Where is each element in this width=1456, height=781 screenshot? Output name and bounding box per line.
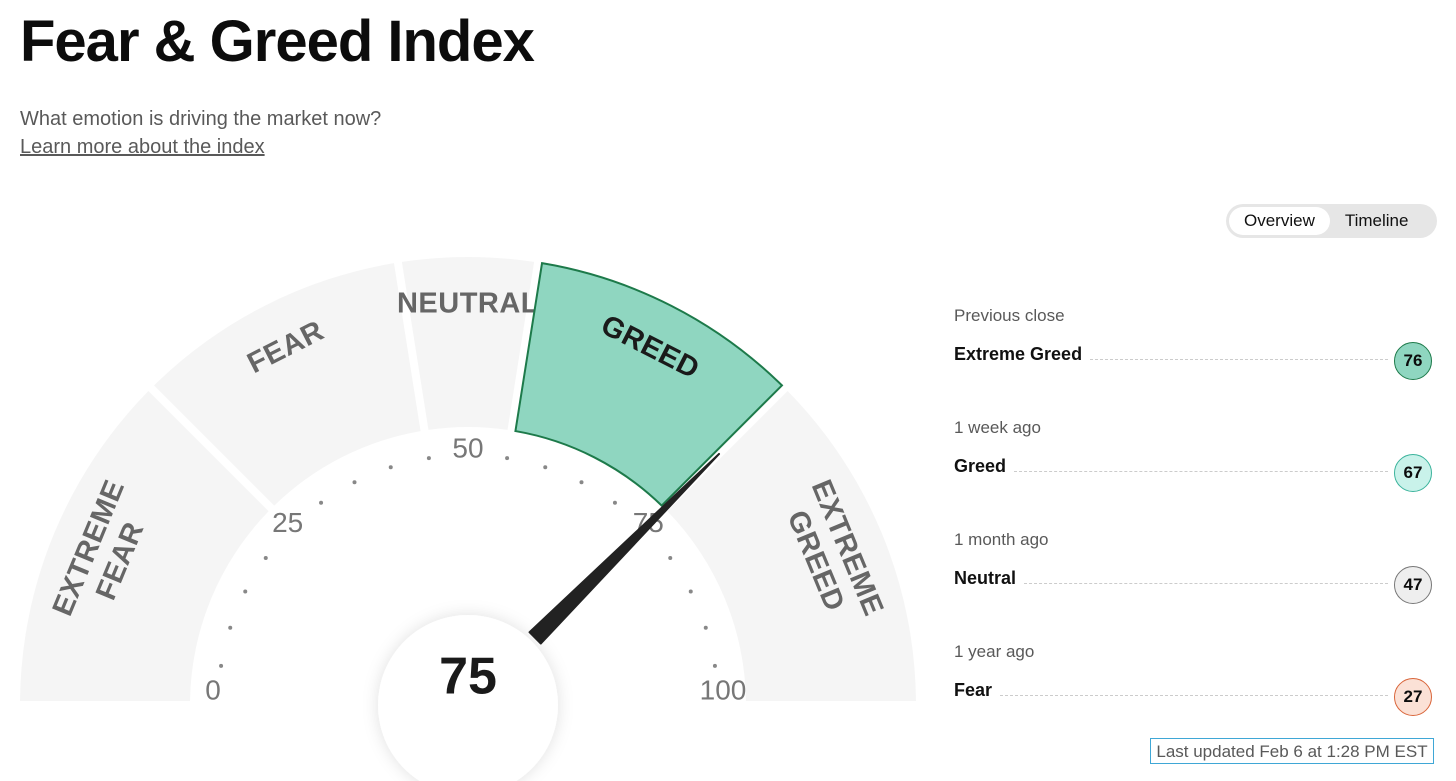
- history-item: 1 week ago Greed 67: [954, 418, 1432, 492]
- gauge-segment: [667, 391, 916, 702]
- history-value: 47: [1394, 566, 1432, 604]
- needle-hub: [378, 615, 558, 781]
- minor-tick: [688, 589, 693, 594]
- history-item: 1 month ago Neutral 47: [954, 530, 1432, 604]
- minor-tick: [543, 465, 548, 470]
- minor-tick: [668, 556, 673, 561]
- subtitle: What emotion is driving the market now?: [20, 108, 382, 130]
- minor-tick: [579, 480, 584, 485]
- minor-tick: [426, 456, 431, 461]
- minor-tick: [243, 589, 248, 594]
- history-row: Fear 27: [954, 664, 1432, 716]
- tab[interactable]: Timeline: [1344, 211, 1409, 230]
- tab[interactable]: Overview: [1229, 207, 1330, 235]
- minor-tick: [352, 480, 357, 485]
- history-row: Greed 67: [954, 440, 1432, 492]
- learn-more-link[interactable]: Learn more about the index: [20, 136, 265, 158]
- minor-tick: [612, 500, 617, 505]
- tick-label: 0: [205, 674, 221, 705]
- minor-tick: [219, 663, 224, 668]
- minor-tick: [703, 625, 708, 630]
- page-title: Fear & Greed Index: [20, 9, 535, 74]
- dashed-leader: [1014, 470, 1388, 472]
- tick-label: 25: [272, 507, 303, 538]
- gauge-segment: [154, 263, 421, 506]
- history-item: 1 year ago Fear 27: [954, 642, 1432, 716]
- history-label: 1 week ago: [954, 418, 1041, 437]
- gauge-segment: [514, 262, 784, 508]
- minor-tick: [388, 465, 393, 470]
- minor-tick: [319, 500, 324, 505]
- minor-tick: [712, 663, 717, 668]
- history-rating: Greed: [954, 455, 1007, 476]
- history-value: 67: [1394, 454, 1432, 492]
- dashed-leader: [1024, 582, 1388, 584]
- history-label: Previous close: [954, 306, 1065, 325]
- needle: [528, 452, 721, 645]
- last-updated: Last updated Feb 6 at 1:28 PM EST: [1150, 738, 1434, 764]
- minor-tick: [505, 456, 510, 461]
- tick-label: 50: [452, 432, 483, 463]
- gauge: EXTREMEFEARFEARNEUTRALGREEDEXTREMEGREED0…: [20, 257, 916, 781]
- dashed-leader: [1090, 358, 1388, 360]
- minor-tick: [228, 625, 233, 630]
- gauge-segment: [20, 391, 269, 702]
- dashed-leader: [1000, 694, 1388, 696]
- history-row: Extreme Greed 76: [954, 328, 1432, 380]
- history-rating: Extreme Greed: [954, 343, 1083, 364]
- history-value: 27: [1394, 678, 1432, 716]
- segment-label: NEUTRAL: [397, 288, 539, 320]
- history-value: 76: [1394, 342, 1432, 380]
- history-item: Previous close Extreme Greed 76: [954, 306, 1432, 380]
- history-rating: Fear: [954, 679, 993, 700]
- history-rating: Neutral: [954, 567, 1017, 588]
- gauge-segment: [401, 257, 535, 430]
- history-row: Neutral 47: [954, 552, 1432, 604]
- history-label: 1 month ago: [954, 530, 1049, 549]
- minor-tick: [263, 556, 268, 561]
- view-tabs: Overview Timeline: [1226, 204, 1437, 238]
- tick-label: 100: [700, 674, 747, 705]
- history-label: 1 year ago: [954, 642, 1035, 661]
- gauge-value: 75: [439, 648, 497, 706]
